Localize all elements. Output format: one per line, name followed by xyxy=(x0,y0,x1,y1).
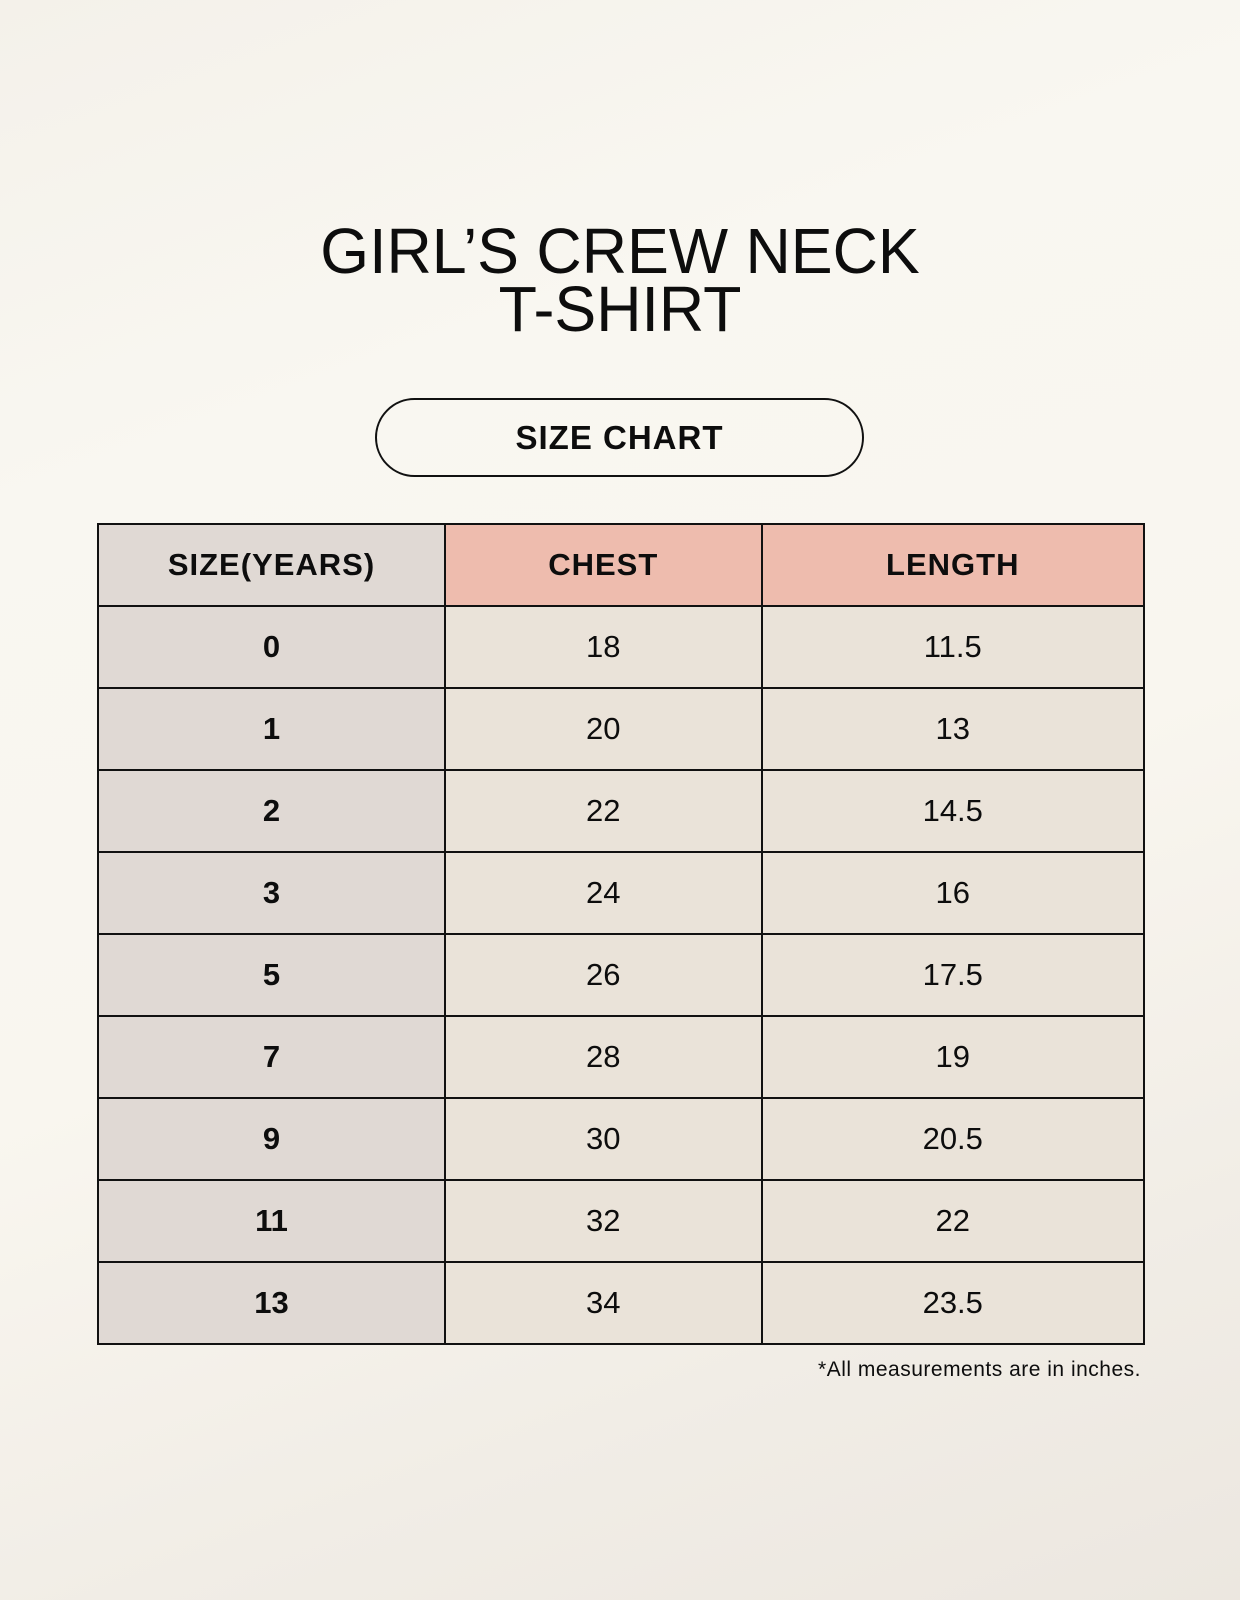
footnote: *All measurements are in inches. xyxy=(818,1358,1141,1381)
table-row: 1 20 13 xyxy=(97,687,1146,771)
cell-length: 14.5 xyxy=(760,769,1146,853)
cell-chest: 22 xyxy=(444,769,763,853)
cell-length: 16 xyxy=(760,851,1146,935)
table-row: 11 32 22 xyxy=(97,1179,1146,1263)
table-row: 13 34 23.5 xyxy=(97,1261,1146,1345)
table-row: 3 24 16 xyxy=(97,851,1146,935)
cell-chest: 28 xyxy=(444,1015,763,1099)
cell-size: 7 xyxy=(97,1015,446,1099)
size-table: SIZE(YEARS) CHEST LENGTH 0 18 11.5 1 20 13 2 22… xyxy=(97,523,1146,1345)
cell-chest: 24 xyxy=(444,851,763,935)
cell-size: 1 xyxy=(97,687,446,771)
cell-chest: 18 xyxy=(444,605,763,689)
table-row: 7 28 19 xyxy=(97,1015,1146,1099)
table-row: 0 18 11.5 xyxy=(97,605,1146,689)
cell-size: 2 xyxy=(97,769,446,853)
header-size: SIZE(YEARS) xyxy=(97,523,446,607)
page-title: GIRL’S CREW NECK T-SHIRT xyxy=(12,215,1227,345)
cell-chest: 20 xyxy=(444,687,763,771)
cell-chest: 34 xyxy=(444,1261,763,1345)
cell-size: 5 xyxy=(97,933,446,1017)
header-length: LENGTH xyxy=(760,523,1146,607)
cell-size: 13 xyxy=(97,1261,446,1345)
table-row: 5 26 17.5 xyxy=(97,933,1146,1017)
table-header-row: SIZE(YEARS) CHEST LENGTH xyxy=(97,523,1146,607)
cell-length: 23.5 xyxy=(760,1261,1146,1345)
cell-length: 20.5 xyxy=(760,1097,1146,1181)
title-line-2: T-SHIRT xyxy=(498,273,742,345)
cell-size: 9 xyxy=(97,1097,446,1181)
cell-chest: 32 xyxy=(444,1179,763,1263)
table-row: 2 22 14.5 xyxy=(97,769,1146,853)
cell-size: 11 xyxy=(97,1179,446,1263)
cell-length: 17.5 xyxy=(760,933,1146,1017)
cell-length: 11.5 xyxy=(760,605,1146,689)
cell-size: 3 xyxy=(97,851,446,935)
header-chest: CHEST xyxy=(444,523,763,607)
cell-length: 22 xyxy=(760,1179,1146,1263)
cell-length: 13 xyxy=(760,687,1146,771)
cell-size: 0 xyxy=(97,605,446,689)
cell-chest: 26 xyxy=(444,933,763,1017)
title-line-1: GIRL’S CREW NECK xyxy=(320,215,920,287)
size-chart-badge: SIZE CHART xyxy=(375,398,864,477)
cell-chest: 30 xyxy=(444,1097,763,1181)
table-row: 9 30 20.5 xyxy=(97,1097,1146,1181)
cell-length: 19 xyxy=(760,1015,1146,1099)
